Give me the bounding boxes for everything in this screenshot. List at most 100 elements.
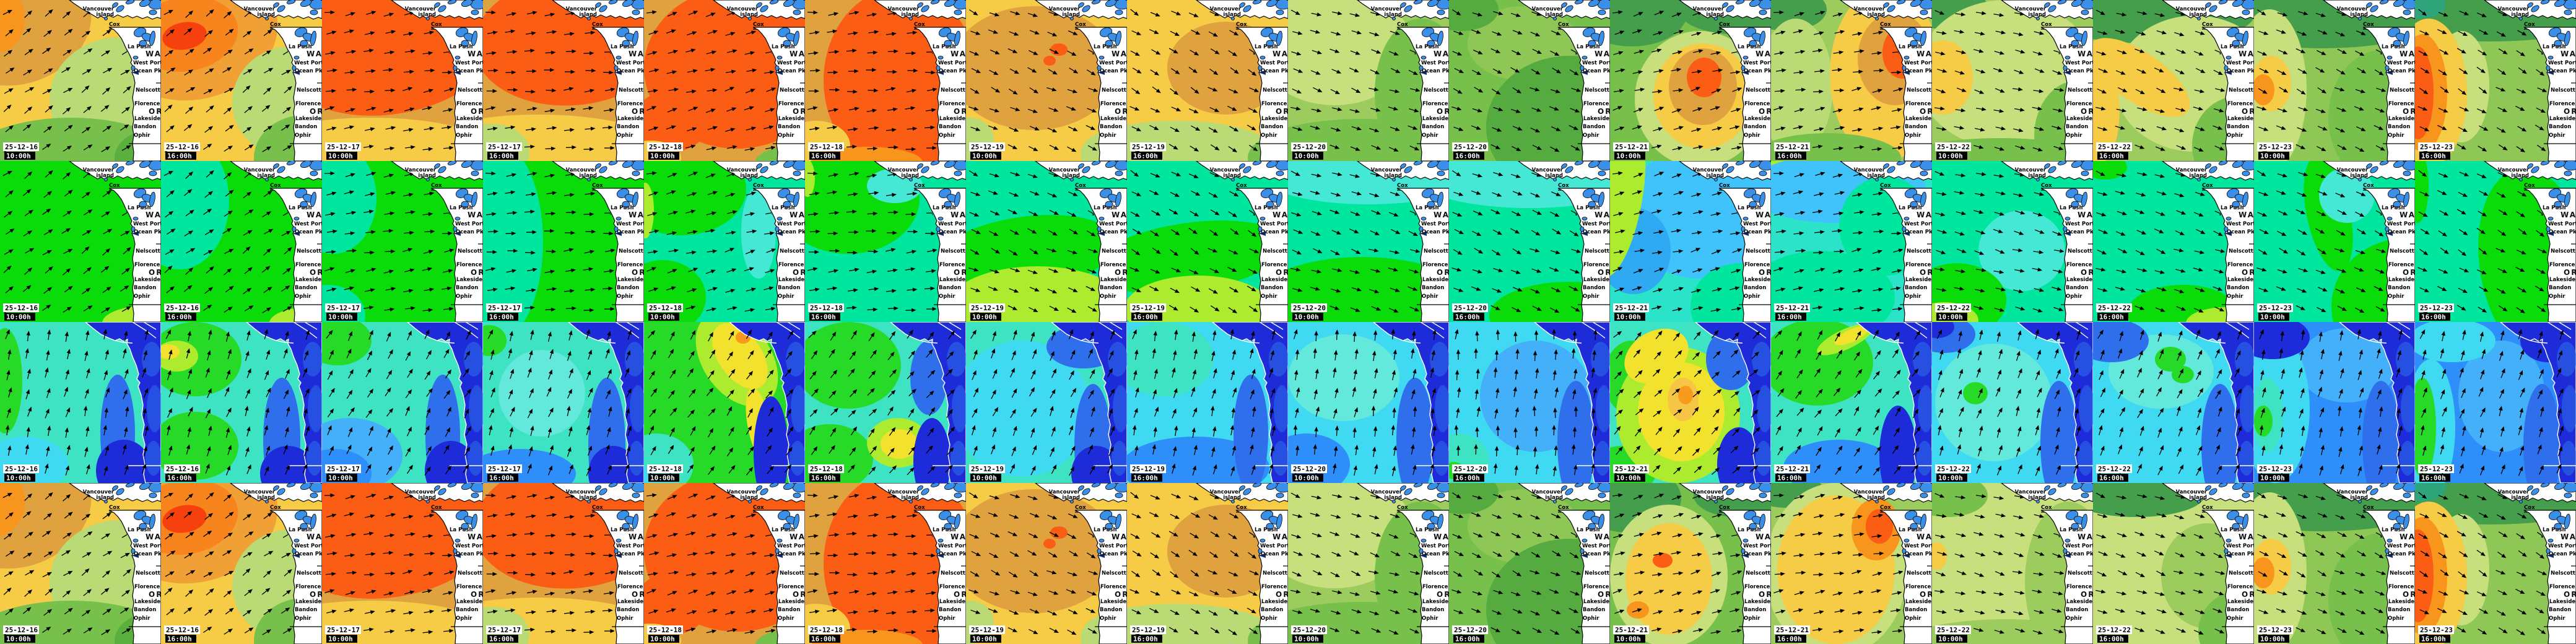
swell-height-tile-25-12-21-1000h[interactable]: Vancouver island Cox La Push WA West Port Ocea… [1610,483,1771,644]
wave-period-tile-25-12-16-1000h[interactable]: Vancouver island Cox La Push WA West Port Ocea… [0,161,161,322]
frame-date: 25-12-19 [1132,465,1165,473]
wave-height-tile-25-12-22-1000h[interactable]: Vancouver island Cox La Push WA West Port Ocea… [1932,0,2093,161]
frame-date: 25-12-16 [166,626,199,634]
swell-height-tile-25-12-18-1000h[interactable]: Vancouver island Cox La Push WA West Port Ocea… [644,483,805,644]
place-label: Ophir [1261,294,1277,300]
place-label: West Port [777,60,805,66]
wind-tile-25-12-17-1000h[interactable]: 25-12-17 10:00h [322,322,483,483]
place-label: Bandon [2066,124,2088,130]
swell-height-tile-25-12-17-1600h[interactable]: Vancouver island Cox La Push WA West Port Ocea… [483,483,644,644]
wind-tile-25-12-16-1000h[interactable]: 25-12-16 10:00h [0,322,161,483]
wave-height-tile-25-12-19-1000h[interactable]: Vancouver island Cox La Push WA West Port Ocea… [966,0,1127,161]
wave-height-tile-25-12-21-1600h[interactable]: Vancouver island Cox La Push WA West Port Ocea… [1771,0,1932,161]
swell-height-tile-25-12-23-1000h[interactable]: Vancouver island Cox La Push WA West Port Ocea… [2254,483,2415,644]
wind-tile-25-12-21-1000h[interactable]: 25-12-21 10:00h [1610,322,1771,483]
wave-period-tile-25-12-19-1000h[interactable]: Vancouver island Cox La Push WA West Port Ocea… [966,161,1127,322]
wind-tile-25-12-20-1600h[interactable]: 25-12-20 16:00h [1449,322,1610,483]
place-label: Florence [778,262,804,268]
frame-date: 25-12-19 [1132,626,1165,634]
wave-period-tile-25-12-21-1000h[interactable]: Vancouver island Cox La Push WA West Port Ocea… [1610,161,1771,322]
wave-height-tile-25-12-23-1600h[interactable]: Vancouver island Cox La Push WA West Port Ocea… [2415,0,2576,161]
wave-period-tile-25-12-19-1600h[interactable]: Vancouver island Cox La Push WA West Port Ocea… [1127,161,1288,322]
swell-height-tile-25-12-23-1600h[interactable]: Vancouver island Cox La Push WA West Port Ocea… [2415,483,2576,644]
place-label: Vancouver [2176,489,2208,495]
frame-time: 16:00h [489,474,514,482]
place-label: Bandon [295,124,317,130]
swell-height-tile-25-12-18-1600h[interactable]: Vancouver island Cox La Push WA West Port Ocea… [805,483,966,644]
wave-height-tile-25-12-16-1000h[interactable]: Vancouver island Cox La Push WA West Port Ocea… [0,0,161,161]
wave-height-tile-25-12-19-1600h[interactable]: Vancouver island Cox La Push WA West Port Ocea… [1127,0,1288,161]
wave-period-tile-25-12-20-1000h[interactable]: Vancouver island Cox La Push WA West Port Ocea… [1288,161,1449,322]
wave-period-tile-25-12-16-1600h[interactable]: Vancouver island Cox La Push WA West Port Ocea… [161,161,322,322]
place-label: WA [2239,211,2254,219]
wave-period-tile-25-12-18-1600h[interactable]: Vancouver island Cox La Push WA West Port Ocea… [805,161,966,322]
wind-tile-25-12-18-1000h[interactable]: 25-12-18 10:00h [644,322,805,483]
wave-period-tile-25-12-17-1600h[interactable]: Vancouver island Cox La Push WA West Port Ocea… [483,161,644,322]
wind-tile-25-12-17-1600h[interactable]: 25-12-17 16:00h [483,322,644,483]
swell-height-tile-25-12-16-1600h[interactable]: Vancouver island Cox La Push WA West Port Ocea… [161,483,322,644]
swell-height-tile-25-12-20-1600h[interactable]: Vancouver island Cox La Push WA West Port Ocea… [1449,483,1610,644]
wave-height-tile-25-12-22-1600h[interactable]: Vancouver island Cox La Push WA West Port Ocea… [2093,0,2254,161]
wave-height-tile-25-12-20-1000h[interactable]: Vancouver island Cox La Push WA West Port Ocea… [1288,0,1449,161]
place-label: Florence [1422,262,1448,268]
wind-tile-25-12-22-1600h[interactable]: 25-12-22 16:00h [2093,322,2254,483]
place-label: Lakeside [134,277,160,283]
wave-period-tile-25-12-23-1600h[interactable]: Vancouver island Cox La Push WA West Port Ocea… [2415,161,2576,322]
swell-height-tile-25-12-17-1000h[interactable]: Vancouver island Cox La Push WA West Port Ocea… [322,483,483,644]
wind-tile-25-12-18-1600h[interactable]: 25-12-18 16:00h [805,322,966,483]
wind-arrows [2095,492,2226,635]
place-label: Florence [295,584,321,590]
wave-height-tile-25-12-18-1600h[interactable]: Vancouver island Cox La Push WA West Port Ocea… [805,0,966,161]
wave-height-tile-25-12-20-1600h[interactable]: Vancouver island Cox La Push WA West Port Ocea… [1449,0,1610,161]
field-contours [1449,483,1610,644]
wind-tile-25-12-19-1000h[interactable]: 25-12-19 10:00h [966,322,1127,483]
place-label: Ocean Pk. [1100,229,1127,235]
place-label: Lakeside [617,599,643,605]
wind-tile-25-12-16-1600h[interactable]: 25-12-16 16:00h [161,322,322,483]
wave-period-tile-25-12-18-1000h[interactable]: Vancouver island Cox La Push WA West Port Ocea… [644,161,805,322]
place-label: Ophir [2549,616,2565,622]
swell-height-tile-25-12-22-1600h[interactable]: Vancouver island Cox La Push WA West Port Ocea… [2093,483,2254,644]
wave-height-tile-25-12-16-1600h[interactable]: Vancouver island Cox La Push WA West Port Ocea… [161,0,322,161]
swell-height-tile-25-12-16-1000h[interactable]: Vancouver island Cox La Push WA West Port Ocea… [0,483,161,644]
wave-period-tile-25-12-21-1600h[interactable]: Vancouver island Cox La Push WA West Port Ocea… [1771,161,1932,322]
place-label: OR [1920,590,1932,599]
wave-height-tile-25-12-23-1000h[interactable]: Vancouver island Cox La Push WA West Port Ocea… [2254,0,2415,161]
place-label: Ophir [1100,294,1116,300]
swell-height-tile-25-12-21-1600h[interactable]: Vancouver island Cox La Push WA West Port Ocea… [1771,483,1932,644]
swell-height-tile-25-12-22-1000h[interactable]: Vancouver island Cox La Push WA West Port Ocea… [1932,483,2093,644]
wind-tile-25-12-22-1000h[interactable]: 25-12-22 10:00h [1932,322,2093,483]
place-label: Ocean Pk. [2388,229,2415,235]
wave-height-tile-25-12-21-1000h[interactable]: Vancouver island Cox La Push WA West Port Ocea… [1610,0,1771,161]
swell-height-tile-25-12-19-1600h[interactable]: Vancouver island Cox La Push WA West Port Ocea… [1127,483,1288,644]
wave-period-tile-25-12-22-1000h[interactable]: Vancouver island Cox La Push WA West Port Ocea… [1932,161,2093,322]
place-label: Cox [1397,505,1408,511]
wave-period-tile-25-12-22-1600h[interactable]: Vancouver island Cox La Push WA West Port Ocea… [2093,161,2254,322]
field-contours [1127,220,1287,322]
place-label: La Push [289,527,312,533]
place-label: Cox [2041,22,2052,28]
wave-period-tile-25-12-23-1000h[interactable]: Vancouver island Cox La Push WA West Port Ocea… [2254,161,2415,322]
wave-height-tile-25-12-17-1000h[interactable]: Vancouver island Cox La Push WA West Port Ocea… [322,0,483,161]
wind-tile-25-12-21-1600h[interactable]: 25-12-21 16:00h [1771,322,1932,483]
swell-height-tile-25-12-19-1000h[interactable]: Vancouver island Cox La Push WA West Port Ocea… [966,483,1127,644]
wave-height-tile-25-12-17-1600h[interactable]: Vancouver island Cox La Push WA West Port Ocea… [483,0,644,161]
wind-tile-25-12-20-1000h[interactable]: 25-12-20 10:00h [1288,322,1449,483]
place-label: Vancouver [888,6,920,12]
wave-period-tile-25-12-20-1600h[interactable]: Vancouver island Cox La Push WA West Port Ocea… [1449,161,1610,322]
swell-height-tile-25-12-20-1000h[interactable]: Vancouver island Cox La Push WA West Port Ocea… [1288,483,1449,644]
frame-time: 10:00h [972,313,997,321]
wind-tile-25-12-23-1600h[interactable]: 25-12-23 16:00h [2415,322,2576,483]
wave-height-tile-25-12-18-1000h[interactable]: Vancouver island Cox La Push WA West Port Ocea… [644,0,805,161]
place-label: Vancouver [1532,489,1564,495]
place-label: Ophir [295,616,311,622]
wind-tile-25-12-23-1000h[interactable]: 25-12-23 10:00h [2254,322,2415,483]
frame-date: 25-12-22 [1937,143,1970,151]
wave-period-tile-25-12-17-1000h[interactable]: Vancouver island Cox La Push WA West Port Ocea… [322,161,483,322]
wind-tile-25-12-19-1600h[interactable]: 25-12-19 16:00h [1127,322,1288,483]
